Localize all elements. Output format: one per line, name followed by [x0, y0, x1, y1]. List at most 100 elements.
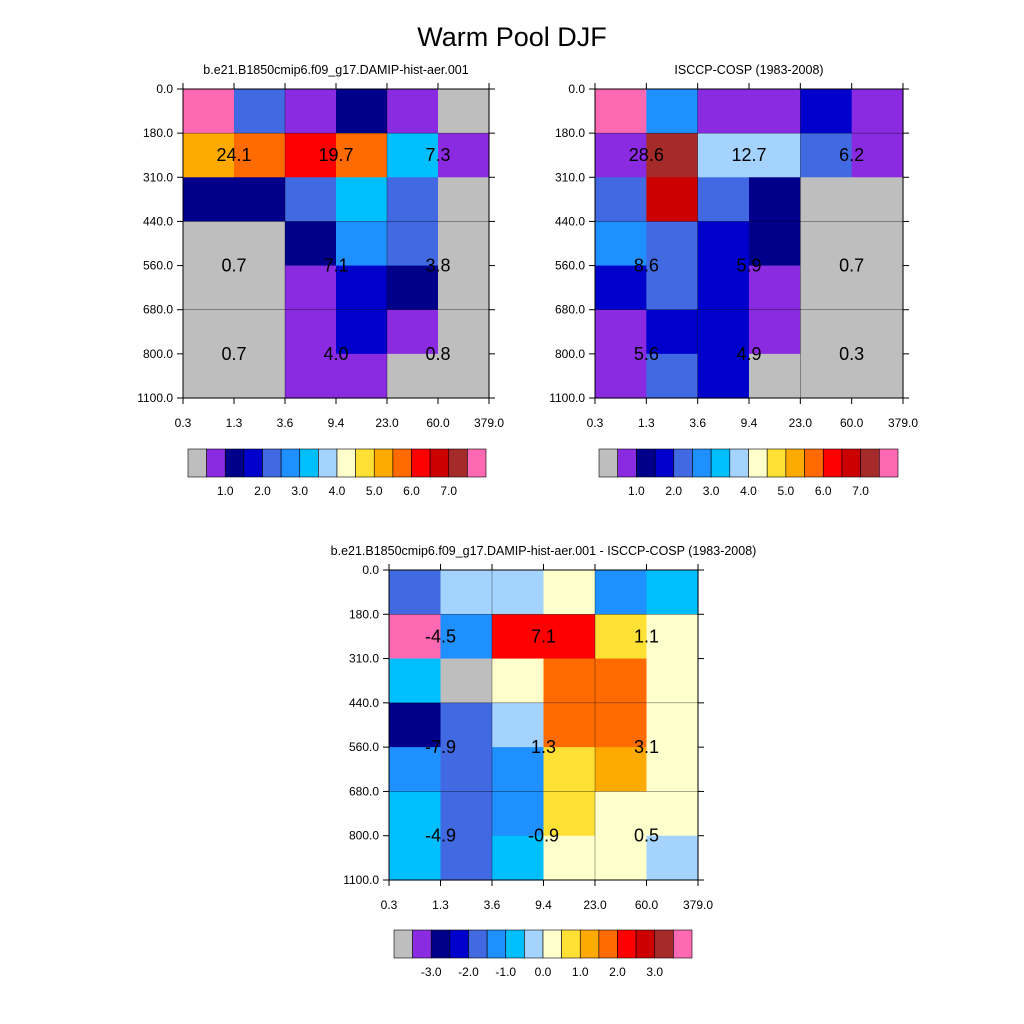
- heatmap-cell: [387, 133, 439, 178]
- heatmap-cell: [595, 177, 647, 223]
- colorbar-swatch: [879, 448, 899, 478]
- y-tick-label: 310.0: [555, 170, 585, 184]
- heatmap-cell: [389, 614, 442, 660]
- colorbar-label: 0.0: [535, 965, 552, 979]
- heatmap-cell: [595, 658, 648, 704]
- colorbar-label: 4.0: [740, 484, 757, 498]
- heatmap-cell: [851, 309, 904, 355]
- heatmap-cell: [749, 177, 801, 223]
- heatmap-cell: [851, 353, 904, 399]
- heatmap-cell: [234, 89, 286, 134]
- colorbar-swatch: [467, 448, 487, 478]
- heatmap-cell: [234, 353, 286, 399]
- heatmap-cell: [387, 177, 439, 223]
- y-tick-label: 560.0: [349, 740, 379, 754]
- x-tick-label: 0.3: [175, 416, 192, 430]
- heatmap-cell: [697, 309, 750, 355]
- heatmap-cell: [543, 570, 596, 615]
- main-title: Warm Pool DJF: [417, 22, 607, 52]
- y-tick-label: 680.0: [349, 784, 379, 798]
- colorbar-swatch: [299, 448, 319, 478]
- heatmap-cell: [851, 133, 904, 178]
- cell-value-label: 4.9: [736, 344, 761, 364]
- colorbar-swatch: [412, 929, 432, 959]
- heatmap-cell: [646, 353, 699, 399]
- heatmap-cell: [800, 89, 853, 134]
- cell-value-label: -0.9: [528, 826, 559, 846]
- colorbar-swatch: [766, 448, 787, 478]
- heatmap-cell: [543, 658, 596, 704]
- colorbar-swatch: [280, 448, 301, 478]
- heatmap-cell: [336, 265, 388, 311]
- colorbar-swatch: [748, 448, 768, 478]
- heatmap-cell: [336, 133, 388, 178]
- heatmap-cell: [697, 177, 750, 223]
- colorbar-label: -2.0: [458, 965, 479, 979]
- heatmap-cell: [387, 309, 439, 355]
- colorbar-swatch: [393, 929, 413, 959]
- heatmap-cell: [234, 221, 286, 267]
- heatmap-cell: [492, 702, 545, 748]
- colorbar-swatch: [579, 929, 600, 959]
- colorbar-label: 1.0: [572, 965, 589, 979]
- colorbar-label: 7.0: [852, 484, 869, 498]
- heatmap-cell: [389, 747, 442, 793]
- cell-value-label: 7.1: [323, 256, 348, 276]
- x-tick-label: 3.6: [277, 416, 294, 430]
- colorbar-swatch: [654, 448, 675, 478]
- x-tick-label: 23.0: [789, 416, 813, 430]
- colorbar-swatch: [617, 929, 637, 959]
- heatmap-cell: [595, 89, 647, 134]
- heatmap-cell: [800, 133, 853, 178]
- heatmap-cell: [646, 309, 699, 355]
- heatmap-cell: [646, 658, 699, 704]
- colorbar-swatch: [841, 448, 861, 478]
- colorbar-label: -1.0: [495, 965, 516, 979]
- colorbar-swatch: [430, 929, 451, 959]
- cell-value-label: 0.3: [839, 344, 864, 364]
- colorbar-swatch: [449, 929, 469, 959]
- cell-value-label: -4.5: [425, 626, 456, 646]
- x-tick-label: 60.0: [635, 898, 659, 912]
- heatmap-cell: [646, 614, 699, 660]
- heatmap-cell: [438, 133, 490, 178]
- colorbar-swatch: [692, 448, 712, 478]
- heatmap-cell: [440, 791, 493, 837]
- cell-value-label: 5.6: [634, 344, 659, 364]
- colorbar-swatch: [635, 929, 656, 959]
- colorbar-swatch: [804, 448, 824, 478]
- heatmap-panel-1: b.e21.B1850cmip6.f09_g17.DAMIP-hist-aer.…: [137, 63, 504, 498]
- heatmap-cell: [595, 221, 647, 267]
- heatmap-cell: [285, 89, 337, 134]
- heatmap-cell: [336, 353, 388, 399]
- heatmap-cell: [285, 309, 337, 355]
- colorbar-swatch: [561, 929, 581, 959]
- heatmap-cell: [438, 177, 490, 223]
- heatmap-cell: [646, 177, 699, 223]
- heatmap-cell: [438, 309, 490, 355]
- colorbar-label: 5.0: [366, 484, 383, 498]
- colorbar-swatch: [524, 929, 544, 959]
- heatmap-cell: [749, 265, 801, 311]
- colorbar-label: 1.0: [217, 484, 234, 498]
- heatmap-cell: [440, 658, 493, 704]
- heatmap-cell: [595, 835, 648, 881]
- x-tick-label: 379.0: [474, 416, 504, 430]
- cell-value-label: -4.9: [425, 826, 456, 846]
- heatmap-cell: [646, 791, 699, 837]
- x-tick-label: 0.3: [587, 416, 604, 430]
- colorbar-label: 7.0: [440, 484, 457, 498]
- heatmap-cell: [595, 747, 648, 793]
- colorbar-swatch: [617, 448, 637, 478]
- cell-value-label: 24.1: [216, 145, 251, 165]
- colorbar-swatch: [429, 448, 450, 478]
- colorbar-swatch: [224, 448, 245, 478]
- cell-value-label: -7.9: [425, 737, 456, 757]
- heatmap-cell: [440, 747, 493, 793]
- y-tick-label: 180.0: [143, 126, 173, 140]
- colorbar-swatch: [448, 448, 468, 478]
- colorbar-swatch: [411, 448, 431, 478]
- x-tick-label: 3.6: [484, 898, 501, 912]
- heatmap-cell: [438, 265, 490, 311]
